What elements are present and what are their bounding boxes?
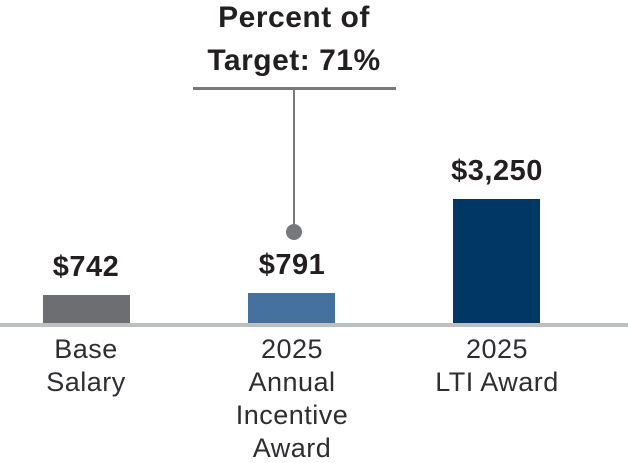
bar-annual-incentive-award xyxy=(248,293,335,323)
annotation-pointer-dot xyxy=(286,224,302,240)
bar-base-salary xyxy=(43,295,130,323)
annotation-percent-of-target-text: Percent of Target: 71% xyxy=(207,1,381,77)
bar-value-label-base-salary: $742 xyxy=(52,251,120,283)
annotation-rule-line xyxy=(193,87,396,90)
annotation-pointer-line xyxy=(293,89,295,232)
bar-value-label-annual-incentive: $791 xyxy=(258,249,326,281)
bar-lti-award xyxy=(453,199,540,323)
category-label-base-salary: Base Salary xyxy=(46,334,126,397)
x-axis-baseline xyxy=(0,323,628,327)
category-label-annual-incentive-award: 2025 Annual Incentive Award xyxy=(235,334,349,463)
bar-value-label-lti-award: $3,250 xyxy=(451,155,543,187)
category-label-lti-award: 2025 LTI Award xyxy=(435,334,559,397)
